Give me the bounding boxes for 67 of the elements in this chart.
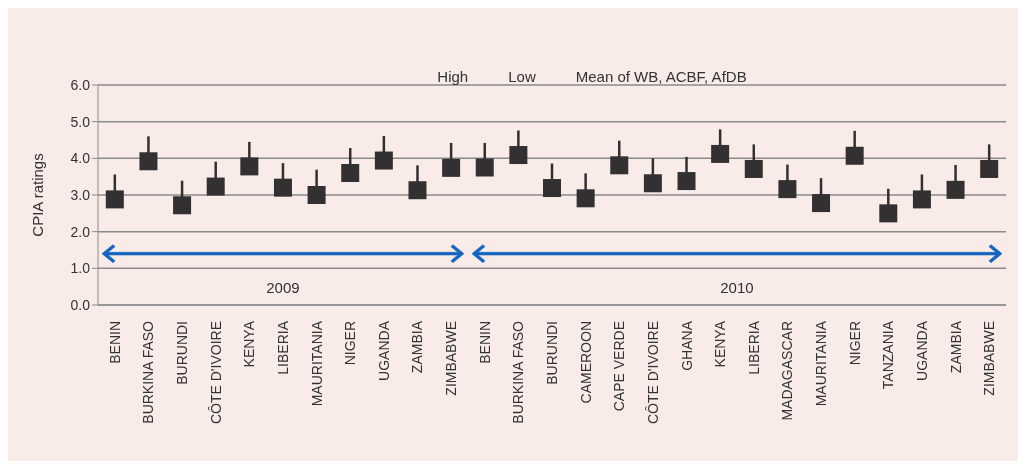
y-tick-label: 0.0 [70, 296, 91, 313]
point [610, 156, 629, 175]
x-tick-label: BENIN [476, 321, 493, 364]
x-tick-label: CAMEROON [577, 321, 594, 404]
point [408, 181, 427, 200]
x-tick-label: MAURITANIA [308, 320, 325, 407]
annotation: 2010 [720, 278, 754, 296]
text: Low [508, 68, 536, 85]
x-tick-label: CÔTE D'IVOIRE [644, 321, 661, 425]
x-tick-label: BENIN [106, 321, 123, 364]
point [677, 172, 696, 191]
x-tick-label: BURUNDI [544, 321, 560, 385]
y-tick-label: 3.0 [70, 186, 91, 203]
x-tick-label: CAPE VERDE [611, 321, 628, 412]
point [778, 180, 797, 199]
point [812, 194, 831, 213]
point [475, 158, 494, 177]
y-tick-label: 6.0 [70, 76, 91, 93]
x-tick-label: CÔTE D'IVOIRE [207, 321, 224, 425]
x-tick-label: ZAMBIA [409, 320, 426, 374]
point [173, 196, 192, 215]
y-axis-title: CPIA ratings [29, 153, 47, 237]
point [509, 146, 528, 165]
y-tick-label: 5.0 [70, 113, 91, 130]
x-tick-label: ZIMBABWE [981, 321, 998, 396]
point [980, 159, 999, 178]
point [442, 158, 461, 177]
x-tick-label: KENYA [712, 320, 729, 368]
x-tick-label: BURKINA FASO [510, 320, 527, 424]
point [946, 180, 965, 199]
x-tick-label: BURUNDI [174, 321, 191, 385]
x-tick-label: UGANDA [913, 320, 930, 381]
x-tick-label: BURKINA FASO [140, 320, 157, 424]
x-tick-label: ZIMBABWE [443, 321, 460, 396]
x-tick-label: LIBERIA [274, 320, 291, 375]
x-tick-label: GHANA [678, 320, 695, 371]
x-tick-label: TANZANIA [880, 320, 897, 390]
point [307, 186, 326, 204]
text: High [437, 68, 469, 85]
x-tick-label: KENYA [241, 320, 258, 368]
x-tick-label: NIGER [846, 321, 863, 366]
x-tick-label: UGANDA [375, 320, 392, 381]
point [374, 151, 393, 170]
point [643, 174, 662, 193]
point [744, 159, 763, 178]
point [273, 178, 292, 197]
point [139, 152, 158, 171]
point [912, 190, 931, 209]
x-tick-label: ZAMBIA [947, 320, 964, 374]
point [543, 179, 561, 198]
y-tick-label: 4.0 [70, 150, 91, 167]
x-tick-label: MADAGASCAR [779, 321, 796, 421]
y-tick-label: 1.0 [70, 260, 91, 277]
point [341, 164, 360, 182]
y-tick-label: 2.0 [70, 223, 91, 240]
point [240, 157, 259, 176]
point [576, 189, 595, 208]
annotation: 2009 [266, 278, 300, 296]
text: Mean of WB, ACBF, AfDB [575, 68, 747, 85]
x-tick-label: LIBERIA [745, 320, 762, 375]
point [879, 204, 898, 223]
point [845, 146, 864, 165]
point [105, 190, 124, 209]
x-tick-label: NIGER [342, 321, 359, 366]
point [206, 177, 225, 196]
point [711, 144, 730, 163]
x-tick-label: MAURITANIA [813, 320, 830, 407]
